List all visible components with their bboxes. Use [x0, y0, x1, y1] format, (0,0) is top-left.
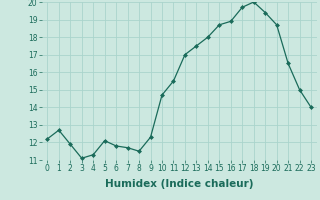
- X-axis label: Humidex (Indice chaleur): Humidex (Indice chaleur): [105, 179, 253, 189]
